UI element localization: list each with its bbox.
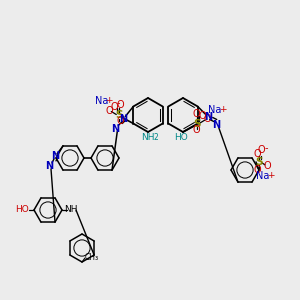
Text: O: O [116,116,124,127]
Text: O: O [192,109,200,119]
Text: -: - [116,98,120,109]
Text: O: O [253,149,261,159]
Text: Na: Na [256,171,270,181]
Text: S: S [116,110,123,121]
Text: S: S [255,157,263,167]
Text: N: N [45,161,53,171]
Text: +: + [267,171,275,180]
Text: S: S [193,119,201,129]
Text: O: O [110,103,118,112]
Text: O: O [257,145,265,155]
Text: -: - [264,143,268,153]
Text: N: N [119,113,127,124]
Text: Na: Na [94,97,108,106]
Text: +: + [106,96,113,105]
Text: N: N [111,124,119,134]
Text: +: + [219,104,227,113]
Text: CH₃: CH₃ [85,253,99,262]
Text: O: O [106,106,113,116]
Text: NH: NH [141,133,155,142]
Text: O: O [116,100,124,110]
Text: N: N [212,119,220,130]
Text: NH: NH [64,206,78,214]
Text: O: O [263,161,271,171]
Text: N: N [204,112,212,122]
Text: Na: Na [208,105,222,115]
Text: -: - [204,107,208,117]
Text: O: O [203,114,211,124]
Text: N: N [51,151,59,161]
Text: HO: HO [15,206,29,214]
Text: O: O [253,165,261,175]
Text: O: O [198,111,206,121]
Text: HO: HO [174,133,188,142]
Text: 2: 2 [154,134,158,142]
Text: O: O [192,125,200,135]
